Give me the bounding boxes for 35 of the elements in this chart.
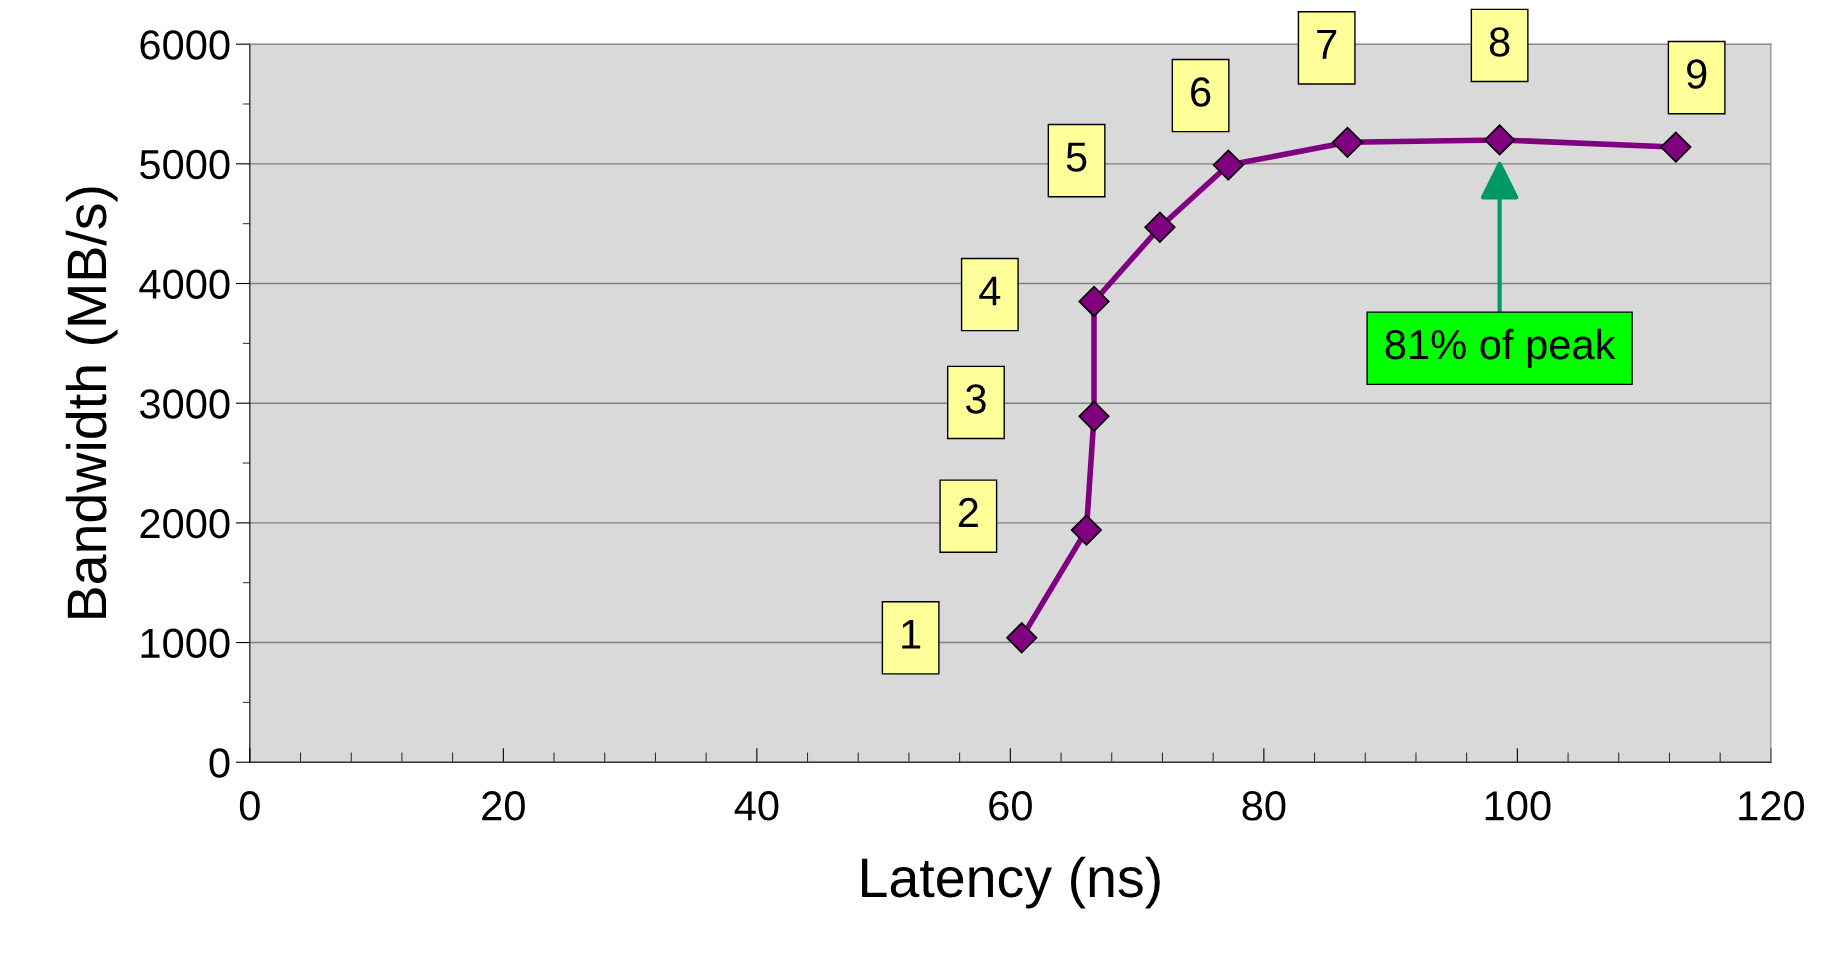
x-tick-label: 0 — [239, 791, 260, 821]
y-tick-label: 2000 — [140, 508, 230, 539]
y-tick-label: 3000 — [139, 389, 230, 419]
annotation: 6 — [1191, 77, 1211, 107]
annotation: 9 — [1687, 59, 1707, 89]
point — [1144, 211, 1176, 243]
annotation: 8 — [1489, 27, 1510, 57]
y-tick-label: 5000 — [140, 149, 230, 180]
point — [1484, 124, 1516, 156]
point — [1078, 400, 1110, 432]
y-axis-title: Bandwidth (MB/s) — [65, 187, 118, 618]
point — [1212, 149, 1244, 181]
point — [1660, 131, 1692, 163]
point — [1070, 514, 1102, 546]
annotation: 4 — [979, 276, 1001, 306]
x-tick-label: 40 — [734, 791, 779, 821]
annotation: 1 — [902, 619, 921, 649]
x-tick-label: 20 — [482, 791, 525, 821]
x-tick-label: 80 — [1242, 791, 1286, 821]
y-tick-label: 0 — [209, 748, 230, 778]
x-tick-label: 60 — [989, 791, 1032, 821]
y-tick-label: 1000 — [141, 628, 230, 659]
x-tick-label: 100 — [1485, 791, 1551, 821]
x-axis-title: Latency (ns) — [862, 856, 1160, 909]
annotation: 3 — [965, 384, 986, 414]
annotation: 81% of peak — [1385, 328, 1616, 368]
annotation: 7 — [1317, 29, 1337, 59]
x-tick-label: 120 — [1739, 791, 1804, 821]
point — [1078, 285, 1110, 318]
y-tick-label: 4000 — [139, 269, 230, 300]
annotation: 5 — [1066, 142, 1087, 172]
annotation: 2 — [958, 497, 978, 527]
point — [1006, 622, 1038, 654]
y-tick-label: 6000 — [140, 30, 230, 60]
point — [1331, 126, 1364, 158]
